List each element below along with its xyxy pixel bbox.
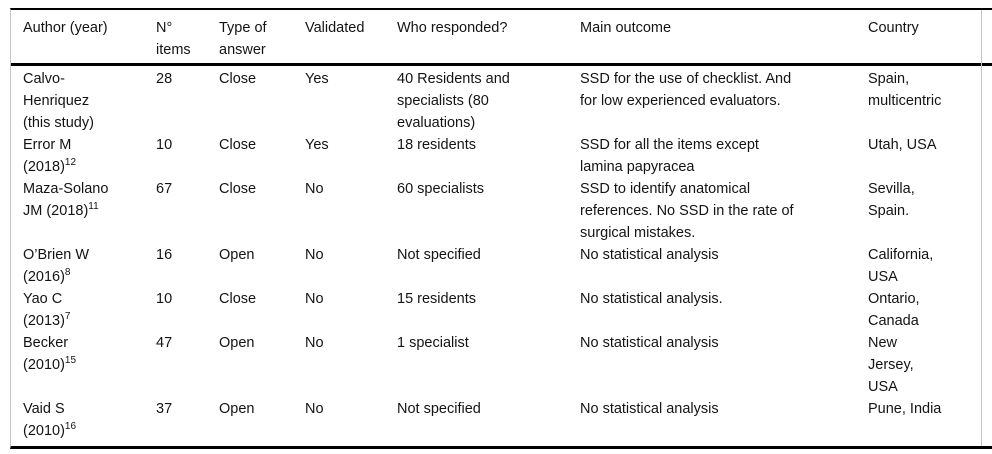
cell-main-outcome: SSD for all the items except lamina papy… — [580, 137, 759, 175]
column-header-author: Author (year) — [11, 10, 156, 66]
cell-validated: Yes — [305, 71, 329, 87]
table-row: Error M (2018)12 10 Close Yes 18 residen… — [11, 134, 992, 178]
cell-country: Utah, USA — [868, 137, 937, 153]
cell-type-of-answer: Close — [219, 71, 257, 87]
cell-n-items: 28 — [156, 71, 173, 87]
column-header-validated: Validated — [305, 10, 397, 66]
citation-superscript: 7 — [64, 311, 71, 323]
cell-n-items: 10 — [156, 291, 173, 307]
cell-author: O’Brien W (2016)8 — [11, 244, 156, 288]
author-text: O’Brien W (2016) — [23, 247, 90, 285]
table-row: Vaid S (2010)16 37 Open No Not specified… — [11, 398, 992, 446]
table-right-rule — [981, 10, 982, 446]
cell-type-of-answer: Close — [219, 137, 257, 153]
cell-author: Maza-Solano JM (2018)11 — [11, 178, 156, 244]
citation-superscript: 11 — [88, 201, 99, 213]
column-header-main-outcome: Main outcome — [580, 10, 868, 66]
column-header-who-responded: Who responded? — [397, 10, 580, 66]
cell-type-of-answer: Open — [219, 335, 255, 351]
citation-superscript: 12 — [64, 157, 77, 169]
author-text: Maza-Solano JM (2018) — [23, 181, 109, 219]
cell-country: Pune, India — [868, 401, 942, 417]
cell-n-items: 67 — [156, 181, 173, 197]
author-text: Vaid S (2010) — [23, 401, 65, 439]
table-row: Maza-Solano JM (2018)11 67 Close No 60 s… — [11, 178, 992, 244]
table-header: Author (year) N° items Type of answer Va… — [11, 10, 992, 66]
cell-country: New Jersey, USA — [868, 335, 914, 395]
table-row: Becker (2010)15 47 Open No 1 specialist … — [11, 332, 992, 398]
cell-validated: No — [305, 401, 324, 417]
cell-validated: Yes — [305, 137, 329, 153]
author-text: Error M (2018) — [23, 137, 72, 175]
citation-superscript: 15 — [64, 355, 77, 367]
cell-author: Error M (2018)12 — [11, 134, 156, 178]
citation-superscript: 8 — [64, 267, 71, 279]
table: Author (year) N° items Type of answer Va… — [11, 10, 992, 446]
cell-validated: No — [305, 181, 324, 197]
cell-who-responded: 40 Residents and specialists (80 evaluat… — [397, 71, 510, 131]
citation-superscript: 16 — [64, 421, 77, 433]
cell-type-of-answer: Close — [219, 291, 257, 307]
cell-main-outcome: SSD for the use of checklist. And for lo… — [580, 71, 792, 109]
cell-author: Yao C (2013)7 — [11, 288, 156, 332]
table-body: Calvo- Henriquez (this study) 28 Close Y… — [11, 65, 992, 447]
cell-main-outcome: No statistical analysis — [580, 401, 719, 417]
cell-validated: No — [305, 247, 324, 263]
cell-country: Spain, multicentric — [868, 71, 942, 109]
cell-who-responded: 18 residents — [397, 137, 476, 153]
cell-validated: No — [305, 335, 324, 351]
author-text: Becker (2010) — [23, 335, 69, 373]
cell-main-outcome: SSD to identify anatomical references. N… — [580, 181, 794, 241]
cell-type-of-answer: Close — [219, 181, 257, 197]
cell-n-items: 16 — [156, 247, 173, 263]
cell-who-responded: Not specified — [397, 247, 481, 263]
cell-country: Ontario, Canada — [868, 291, 920, 329]
studies-comparison-table: Author (year) N° items Type of answer Va… — [10, 8, 992, 449]
cell-who-responded: Not specified — [397, 401, 481, 417]
column-header-country: Country — [868, 10, 992, 66]
cell-who-responded: 60 specialists — [397, 181, 485, 197]
cell-who-responded: 1 specialist — [397, 335, 469, 351]
cell-author: Becker (2010)15 — [11, 332, 156, 398]
author-text: Calvo- Henriquez (this study) — [23, 71, 94, 131]
cell-main-outcome: No statistical analysis. — [580, 291, 723, 307]
cell-n-items: 47 — [156, 335, 173, 351]
cell-validated: No — [305, 291, 324, 307]
cell-n-items: 37 — [156, 401, 173, 417]
cell-who-responded: 15 residents — [397, 291, 476, 307]
author-text: Yao C (2013) — [23, 291, 65, 329]
cell-author: Calvo- Henriquez (this study) — [11, 65, 156, 135]
column-header-type-of-answer: Type of answer — [219, 10, 305, 66]
cell-country: Sevilla, Spain. — [868, 181, 915, 219]
cell-main-outcome: No statistical analysis — [580, 335, 719, 351]
cell-main-outcome: No statistical analysis — [580, 247, 719, 263]
header-row: Author (year) N° items Type of answer Va… — [11, 10, 992, 66]
cell-type-of-answer: Open — [219, 247, 255, 263]
table-row: O’Brien W (2016)8 16 Open No Not specifi… — [11, 244, 992, 288]
cell-country: California, USA — [868, 247, 934, 285]
cell-n-items: 10 — [156, 137, 173, 153]
cell-type-of-answer: Open — [219, 401, 255, 417]
column-header-n-items: N° items — [156, 10, 219, 66]
table-row: Yao C (2013)7 10 Close No 15 residents N… — [11, 288, 992, 332]
table-row: Calvo- Henriquez (this study) 28 Close Y… — [11, 65, 992, 135]
cell-author: Vaid S (2010)16 — [11, 398, 156, 446]
